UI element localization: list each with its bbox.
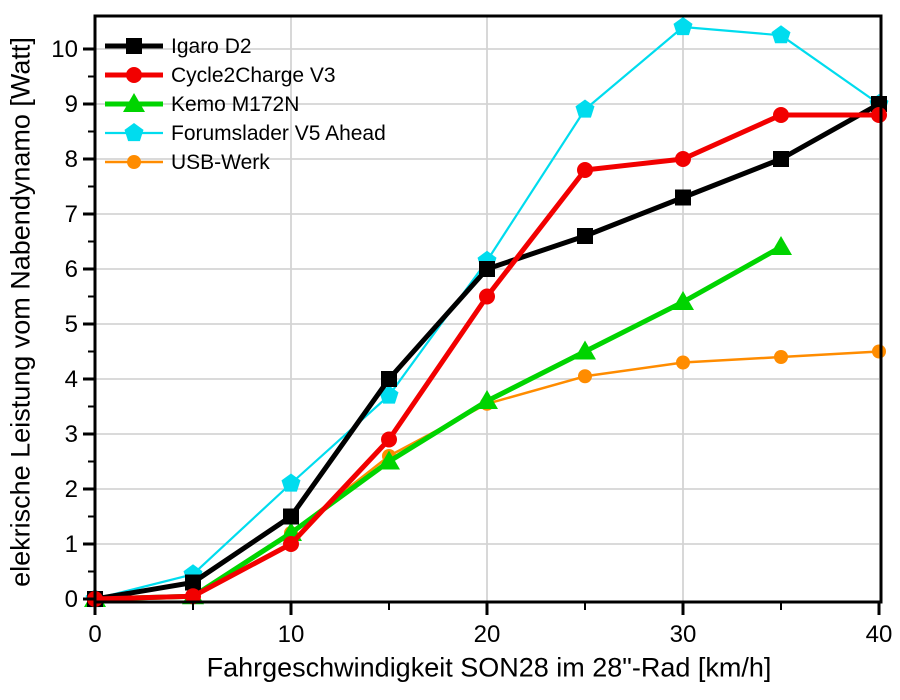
data-point-marker [126, 38, 142, 54]
x-tick-label: 10 [278, 621, 305, 648]
data-point-marker [871, 96, 887, 112]
data-point-marker [872, 344, 886, 359]
data-point-marker [574, 340, 596, 360]
x-tick-label: 30 [670, 621, 697, 648]
data-point-marker [185, 574, 201, 591]
data-point-marker [871, 107, 887, 123]
data-point-marker [773, 151, 789, 167]
data-point-marker [577, 228, 593, 244]
legend-label: Igaro D2 [171, 35, 252, 58]
data-point-marker [774, 350, 788, 364]
data-point-marker [676, 355, 690, 370]
data-point-marker [378, 450, 400, 470]
y-tick-label: 7 [65, 201, 78, 228]
data-point-marker [124, 123, 144, 142]
y-tick-label: 2 [65, 476, 78, 503]
legend-item-forumslader-v5-ahead: Forumslader V5 Ahead [105, 122, 386, 145]
y-tick-label: 10 [51, 36, 78, 63]
data-point-marker [479, 288, 495, 305]
legend-label: Kemo M172N [171, 93, 299, 116]
data-point-marker [381, 431, 397, 448]
data-point-marker [126, 67, 142, 83]
legend-label: Cycle2Charge V3 [171, 64, 336, 87]
data-point-marker [675, 151, 691, 167]
data-point-marker [577, 162, 593, 178]
data-point-marker [185, 588, 201, 605]
data-point-marker [476, 390, 498, 409]
series-cycle2charge-v3 [87, 107, 887, 607]
axes-frame: 0 10 20 30 40 0 1 2 3 4 5 6 7 8 9 10 [51, 14, 893, 648]
legend-label: Forumslader V5 Ahead [171, 122, 386, 145]
y-tick-label: 0 [65, 586, 78, 613]
x-tick-label: 0 [88, 621, 101, 648]
x-axis-title: Fahrgeschwindigkeit SON28 im 28"-Rad [km… [206, 652, 772, 683]
plot-frame [93, 14, 883, 604]
data-point-marker [675, 189, 691, 206]
x-tick-label: 40 [866, 621, 893, 648]
series-igaro-d2 [87, 96, 887, 607]
y-axis-title: elekrische Leistung vom Nabendynamo [Wat… [5, 37, 36, 587]
legend-item-usb-werk: USB-Werk [105, 151, 270, 174]
data-point-marker [770, 236, 792, 255]
y-tick-label: 5 [65, 311, 78, 338]
data-point-marker [578, 369, 592, 384]
data-point-marker [283, 508, 299, 525]
data-point-marker [379, 385, 399, 404]
y-tick-label: 6 [65, 256, 78, 283]
y-tick-label: 9 [65, 91, 78, 118]
data-point-marker [381, 371, 397, 387]
y-tick-label: 3 [65, 421, 78, 448]
series-kemo-m172n [84, 236, 792, 607]
y-tick-label: 8 [65, 146, 78, 173]
data-point-marker [281, 473, 301, 492]
legend-item-igaro-d2: Igaro D2 [105, 35, 252, 58]
legend: Igaro D2 Cycle2Charge V3 Kemo M172N Forumsl… [105, 35, 386, 174]
y-tick-label: 1 [65, 531, 78, 558]
data-point-marker [479, 261, 495, 277]
data-point-marker [127, 155, 141, 169]
data-point-marker [123, 93, 145, 112]
legend-item-kemo-m172n: Kemo M172N [105, 93, 299, 116]
legend-label: USB-Werk [171, 151, 270, 174]
data-point-marker [672, 291, 694, 310]
legend-item-cycle2charge-v3: Cycle2Charge V3 [105, 64, 336, 87]
data-point-marker [673, 17, 693, 36]
data-point-marker [773, 107, 789, 123]
data-point-marker [575, 99, 595, 118]
x-tick-label: 20 [474, 621, 501, 648]
data-point-marker [771, 25, 791, 44]
data-point-marker [283, 536, 299, 552]
y-tick-label: 4 [65, 366, 78, 393]
